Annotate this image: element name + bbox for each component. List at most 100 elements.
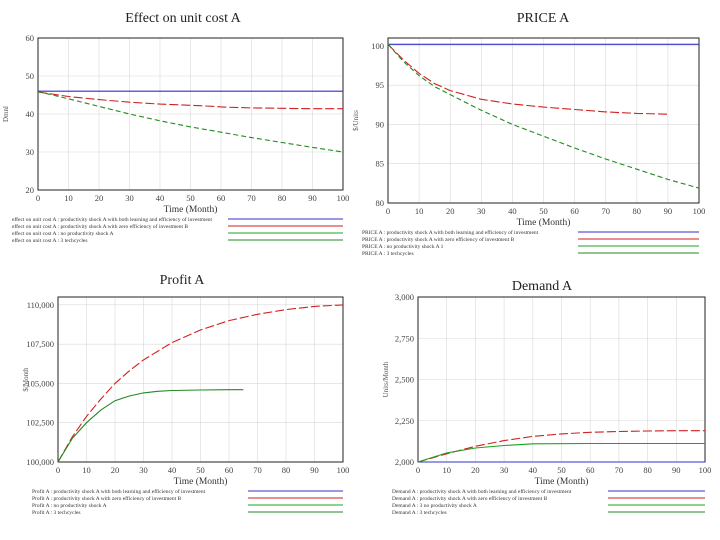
legend-label: Profit A : no productivity shock A (32, 502, 107, 509)
y-tick-label: 2,000 (395, 457, 414, 467)
x-tick-label: 100 (337, 465, 350, 475)
chart-effect-on-unit-cost: Effect on unit cost A 0 10 20 30 40 50 60 70 80 90… (0, 0, 360, 270)
x-tick-label: 70 (601, 206, 610, 216)
x-tick-label: 10 (82, 465, 91, 475)
legend-label: effect on unit cost A : 3 techcycles (12, 237, 88, 244)
y-tick-label: 60 (26, 33, 35, 43)
x-tick-label: 100 (693, 206, 706, 216)
x-tick-label: 80 (278, 193, 287, 203)
chart-title: Demand A (512, 279, 573, 294)
y-tick-label: 95 (376, 80, 385, 90)
legend-label: PRICE A : productivity shock A with both… (362, 229, 539, 236)
x-axis-label: Time (Month) (517, 217, 571, 228)
y-tick-label: 20 (26, 185, 35, 195)
x-tick-label: 40 (508, 206, 517, 216)
chart-svg: Effect on unit cost A 0 10 20 30 40 50 60 70 80 90… (2, 11, 350, 244)
y-tick-label: 107,500 (26, 339, 54, 349)
x-tick-label: 60 (570, 206, 579, 216)
chart-svg: Profit A 0 10 20 30 40 50 60 70 80 90 100 100,000 102… (22, 273, 350, 516)
y-tick-label: 80 (376, 198, 385, 208)
legend-label: Profit A : productivity shock A with bot… (32, 488, 206, 495)
y-tick-label: 102,500 (26, 418, 54, 428)
x-tick-label: 60 (586, 465, 595, 475)
x-tick-label: 40 (168, 465, 177, 475)
x-tick-label: 90 (310, 465, 319, 475)
x-tick-label: 70 (615, 465, 624, 475)
y-tick-label: 30 (26, 147, 35, 157)
x-tick-label: 80 (282, 465, 291, 475)
x-tick-label: 30 (477, 206, 486, 216)
legend-label: Demand A : 3 techcycles (392, 510, 447, 516)
chart-demand: Demand A 0 10 20 30 40 50 60 70 80 90 100 2,000 2,250… (360, 270, 720, 540)
chart-title: Profit A (160, 273, 206, 288)
y-tick-label: 2,750 (395, 333, 414, 343)
x-tick-label: 60 (217, 193, 226, 203)
series-line-2 (417, 430, 705, 463)
x-tick-label: 20 (95, 193, 104, 203)
y-tick-label: 85 (376, 159, 385, 169)
x-tick-label: 0 (386, 206, 390, 216)
plot-frame (37, 37, 344, 191)
x-axis-label: Time (Month) (164, 204, 218, 215)
x-tick-label: 90 (664, 206, 673, 216)
x-tick-label: 100 (337, 193, 350, 203)
y-axis-label: Units/Month (382, 361, 390, 397)
legend-label: Demand A : productivity shock A with zer… (392, 495, 548, 502)
x-tick-label: 40 (156, 193, 165, 203)
legend-label: PRICE A : productivity shock A with zero… (362, 236, 515, 243)
series-line-4 (387, 43, 700, 189)
y-tick-label: 90 (376, 119, 385, 129)
x-tick-label: 80 (633, 206, 642, 216)
x-tick-label: 30 (500, 465, 509, 475)
x-tick-label: 20 (471, 465, 480, 475)
x-tick-label: 100 (699, 465, 712, 475)
legend-label: effect on unit cost A : productivity sho… (12, 216, 213, 223)
series-line-2 (387, 43, 668, 115)
legend-label: effect on unit cost A : no productivity … (12, 230, 114, 237)
x-tick-label: 70 (247, 193, 256, 203)
x-tick-label: 60 (225, 465, 234, 475)
plot-frame (57, 296, 344, 463)
x-tick-label: 0 (416, 465, 420, 475)
x-tick-label: 70 (253, 465, 262, 475)
y-tick-label: 105,000 (26, 378, 54, 388)
x-tick-label: 30 (125, 193, 134, 203)
chart-price: PRICE A 0 10 20 30 40 50 60 70 80 90 100 80 85 90 95 100… (352, 0, 720, 270)
y-tick-label: 100 (371, 41, 384, 51)
plot-frame (387, 37, 700, 204)
y-axis-label: $/Month (22, 367, 30, 392)
x-tick-label: 10 (442, 465, 451, 475)
x-tick-label: 0 (36, 193, 40, 203)
y-tick-label: 3,000 (395, 292, 414, 302)
y-tick-label: 110,000 (27, 300, 54, 310)
chart-svg: PRICE A 0 10 20 30 40 50 60 70 80 90 100 80 85 90 95 100… (352, 11, 706, 257)
x-tick-label: 0 (56, 465, 60, 475)
y-axis-label: Dmnl (2, 106, 10, 122)
x-axis-label: Time (Month) (535, 476, 589, 487)
x-tick-label: 30 (139, 465, 148, 475)
x-tick-label: 10 (415, 206, 424, 216)
legend-label: Demand A : 3 no productivity shock A (392, 503, 477, 509)
x-axis-label: Time (Month) (174, 476, 228, 487)
legend-label: effect on unit cost A : productivity sho… (12, 223, 188, 230)
series-line-4 (37, 91, 344, 153)
y-tick-label: 2,500 (395, 375, 414, 385)
x-tick-label: 20 (446, 206, 455, 216)
x-tick-label: 90 (308, 193, 317, 203)
chart-svg: Demand A 0 10 20 30 40 50 60 70 80 90 100 2,000 2,250… (382, 279, 712, 516)
y-axis-label: $/Units (352, 110, 360, 131)
x-tick-label: 50 (196, 465, 205, 475)
x-tick-label: 80 (643, 465, 652, 475)
legend-label: Profit A : productivity shock A with zer… (32, 495, 181, 502)
legend-label: Profit A : 3 techcycles (32, 509, 81, 516)
x-tick-label: 50 (539, 206, 548, 216)
series-line-2 (37, 91, 343, 110)
x-tick-label: 90 (672, 465, 681, 475)
legend-label: PRICE A : no productivity shock A 1 (362, 244, 444, 250)
y-tick-label: 40 (26, 109, 35, 119)
legend-label: PRICE A : 3 techcycles (362, 251, 414, 257)
y-tick-label: 50 (26, 71, 35, 81)
series-line-3 (417, 442, 705, 463)
legend-label: Demand A : productivity shock A with bot… (392, 488, 572, 495)
series-line-4 (57, 389, 244, 463)
